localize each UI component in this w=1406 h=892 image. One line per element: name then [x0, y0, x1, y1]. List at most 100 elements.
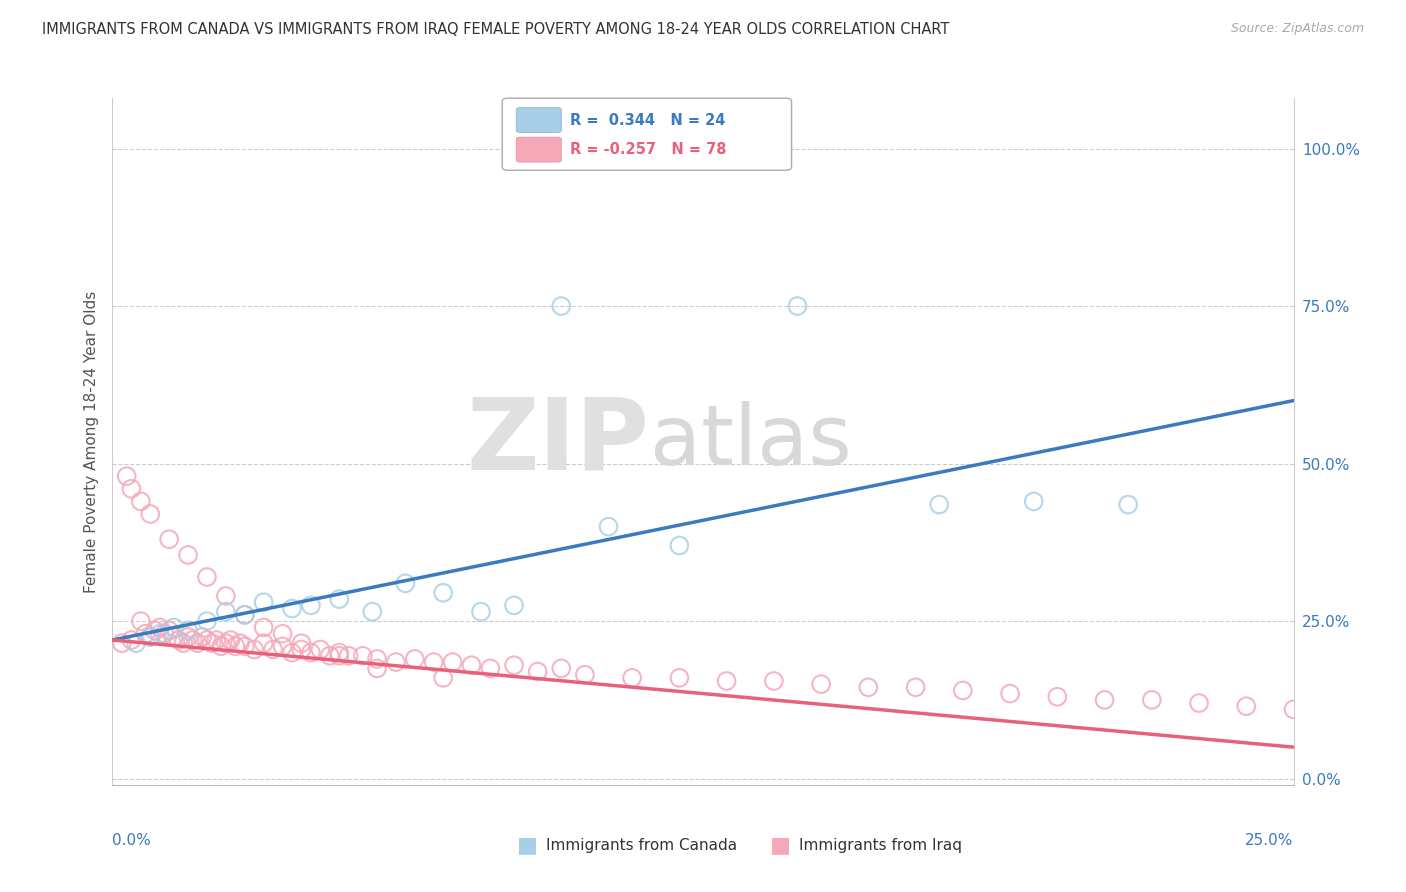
- Point: [205, 633, 228, 648]
- Text: ■: ■: [517, 836, 537, 855]
- Point: [1046, 690, 1069, 704]
- Point: [952, 683, 974, 698]
- Point: [120, 633, 142, 648]
- Point: [229, 636, 252, 650]
- Point: [143, 624, 166, 638]
- Point: [209, 640, 232, 654]
- Point: [201, 636, 224, 650]
- Text: ZIP: ZIP: [467, 393, 650, 490]
- Point: [1094, 693, 1116, 707]
- Text: R =  0.344   N = 24: R = 0.344 N = 24: [569, 112, 725, 128]
- Point: [394, 576, 416, 591]
- Point: [319, 648, 342, 663]
- Point: [177, 624, 200, 638]
- Point: [904, 681, 927, 695]
- Point: [262, 642, 284, 657]
- Point: [129, 614, 152, 628]
- Point: [598, 519, 620, 533]
- Point: [928, 498, 950, 512]
- Point: [224, 640, 246, 654]
- Point: [271, 640, 294, 654]
- Point: [215, 636, 238, 650]
- Point: [432, 671, 454, 685]
- Point: [328, 592, 350, 607]
- Point: [299, 599, 322, 613]
- Point: [1140, 693, 1163, 707]
- Point: [139, 630, 162, 644]
- Point: [163, 620, 186, 634]
- Point: [195, 614, 218, 628]
- Point: [668, 539, 690, 553]
- Point: [281, 601, 304, 615]
- Point: [668, 671, 690, 685]
- Point: [219, 633, 242, 648]
- Point: [479, 661, 502, 675]
- Y-axis label: Female Poverty Among 18-24 Year Olds: Female Poverty Among 18-24 Year Olds: [83, 291, 98, 592]
- Text: ■: ■: [770, 836, 790, 855]
- FancyBboxPatch shape: [502, 98, 792, 170]
- Point: [385, 655, 408, 669]
- Point: [125, 636, 148, 650]
- Point: [233, 640, 256, 654]
- Point: [352, 648, 374, 663]
- Point: [253, 620, 276, 634]
- Point: [172, 636, 194, 650]
- Point: [233, 607, 256, 622]
- Point: [243, 642, 266, 657]
- Point: [810, 677, 832, 691]
- Point: [129, 494, 152, 508]
- Point: [337, 648, 360, 663]
- Point: [526, 665, 548, 679]
- Text: Immigrants from Canada: Immigrants from Canada: [546, 838, 737, 853]
- FancyBboxPatch shape: [516, 108, 561, 132]
- Point: [157, 624, 180, 638]
- Point: [574, 667, 596, 681]
- Point: [215, 589, 238, 603]
- FancyBboxPatch shape: [516, 137, 561, 162]
- Point: [786, 299, 808, 313]
- Text: Immigrants from Iraq: Immigrants from Iraq: [799, 838, 962, 853]
- Point: [195, 633, 218, 648]
- Text: atlas: atlas: [650, 401, 852, 482]
- Point: [271, 626, 294, 640]
- Point: [762, 673, 785, 688]
- Point: [253, 595, 276, 609]
- Point: [111, 636, 134, 650]
- Point: [120, 482, 142, 496]
- Point: [366, 661, 388, 675]
- Point: [139, 630, 162, 644]
- Point: [716, 673, 738, 688]
- Text: Source: ZipAtlas.com: Source: ZipAtlas.com: [1230, 22, 1364, 36]
- Point: [328, 648, 350, 663]
- Point: [404, 652, 426, 666]
- Point: [149, 620, 172, 634]
- Point: [135, 626, 157, 640]
- Text: R = -0.257   N = 78: R = -0.257 N = 78: [569, 142, 725, 157]
- Point: [215, 605, 238, 619]
- Point: [177, 548, 200, 562]
- Point: [998, 687, 1021, 701]
- Point: [191, 630, 214, 644]
- Point: [422, 655, 444, 669]
- Point: [195, 570, 218, 584]
- Point: [290, 642, 312, 657]
- Point: [1188, 696, 1211, 710]
- Point: [163, 630, 186, 644]
- Point: [1282, 702, 1305, 716]
- Point: [281, 646, 304, 660]
- Point: [186, 636, 208, 650]
- Text: 0.0%: 0.0%: [112, 833, 152, 848]
- Point: [157, 532, 180, 546]
- Point: [149, 626, 172, 640]
- Point: [460, 658, 482, 673]
- Point: [115, 469, 138, 483]
- Point: [181, 633, 204, 648]
- Text: 25.0%: 25.0%: [1246, 833, 1294, 848]
- Point: [309, 642, 332, 657]
- Point: [432, 586, 454, 600]
- Point: [233, 607, 256, 622]
- Point: [550, 299, 572, 313]
- Point: [858, 681, 880, 695]
- Point: [290, 636, 312, 650]
- Point: [503, 599, 526, 613]
